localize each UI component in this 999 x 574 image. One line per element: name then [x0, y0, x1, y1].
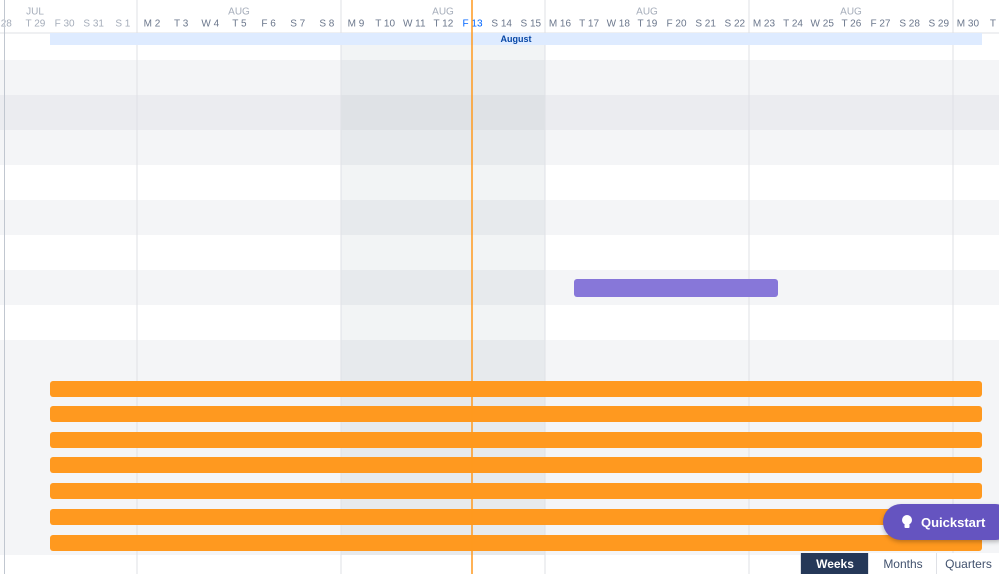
view-button[interactable]: Months: [868, 553, 937, 574]
day-label: F 13: [463, 19, 483, 30]
day-label: M 16: [549, 19, 572, 30]
quickstart-button[interactable]: Quickstart: [883, 504, 999, 540]
day-label: S 22: [725, 19, 746, 30]
day-label: W 25: [811, 19, 835, 30]
month-label: AUG: [228, 7, 250, 18]
day-label: T 12: [433, 19, 453, 30]
day-label: T 29: [26, 19, 46, 30]
task-bar[interactable]: [50, 509, 982, 525]
day-label: W 18: [607, 19, 631, 30]
row: [0, 95, 999, 130]
task-bar[interactable]: [50, 381, 982, 397]
day-label: W 11: [403, 19, 426, 30]
row: [0, 270, 999, 305]
day-label: T 10: [375, 19, 395, 30]
day-label: M 23: [753, 19, 776, 30]
day-label: F 27: [870, 19, 890, 30]
current-week: [341, 45, 545, 555]
month-label: AUG: [636, 7, 658, 18]
quickstart-label: Quickstart: [921, 514, 986, 530]
day-label: F 30: [55, 19, 75, 30]
day-label: M 9: [348, 19, 365, 30]
day-label: S 28: [899, 19, 920, 30]
day-label: F 20: [667, 19, 687, 30]
row: [0, 60, 999, 95]
header: JULAUGAUGAUGAUGAUG28T 29F 30S 31S 1M 2T …: [1, 7, 999, 30]
month-label: AUG: [432, 7, 454, 18]
range-label: August: [501, 34, 532, 44]
day-label: T 5: [232, 19, 247, 30]
month-label: JUL: [26, 7, 44, 18]
month-label: AUG: [840, 7, 862, 18]
day-label: T 3: [990, 19, 999, 30]
day-label: W 4: [201, 19, 219, 30]
task-bar[interactable]: [50, 432, 982, 448]
day-label: T 3: [174, 19, 189, 30]
rows: [0, 60, 999, 555]
day-label: F 6: [261, 19, 276, 30]
bulb-icon: [902, 515, 912, 528]
view-button[interactable]: Weeks: [800, 553, 869, 574]
task-bars: [50, 381, 982, 551]
day-label: S 7: [290, 19, 305, 30]
day-label: T 24: [783, 19, 803, 30]
day-label: T 17: [579, 19, 599, 30]
task-bar[interactable]: [50, 483, 982, 499]
view-button[interactable]: Quarters: [936, 553, 999, 574]
day-label: M 2: [144, 19, 161, 30]
task-bar[interactable]: [50, 457, 982, 473]
day-label: T 26: [841, 19, 861, 30]
day-label: M 30: [957, 19, 980, 30]
header-bg: [0, 0, 999, 33]
day-label: S 21: [695, 19, 716, 30]
day-label: S 14: [491, 19, 512, 30]
task-bar[interactable]: [50, 535, 982, 551]
day-label: S 8: [319, 19, 334, 30]
day-label: S 29: [928, 19, 949, 30]
day-label: T 19: [637, 19, 657, 30]
day-label: S 31: [83, 19, 104, 30]
day-label: S 15: [521, 19, 542, 30]
range-bar: [50, 33, 982, 45]
task-bar[interactable]: [50, 406, 982, 422]
day-label: S 1: [115, 19, 130, 30]
day-label: 28: [1, 19, 13, 30]
row: [0, 130, 999, 165]
row: [0, 200, 999, 235]
task-bar[interactable]: [574, 279, 778, 297]
